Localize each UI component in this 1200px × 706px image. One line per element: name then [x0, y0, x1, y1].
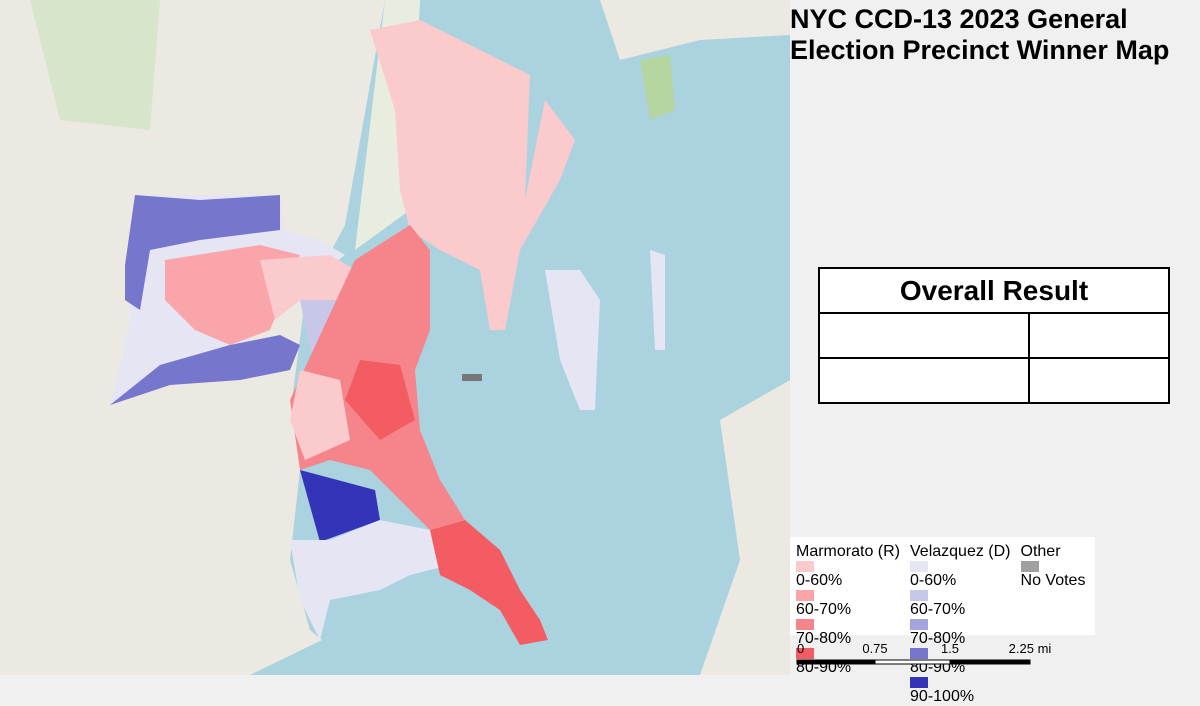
legend-item: 60-70%: [910, 590, 1011, 619]
legend-title: Velazquez (D): [910, 543, 1011, 560]
percent: [1028, 357, 1170, 404]
scale-label: 0: [797, 641, 804, 656]
candidate: [818, 357, 1030, 404]
candidate: [818, 312, 1030, 359]
legend-label: 60-70%: [910, 601, 966, 618]
legend-title: Other: [1020, 543, 1061, 560]
legend-title: Marmorato (R): [796, 543, 901, 560]
legend: Marmorato (R) 0-60% 60-70% 70-80% 80-90% Vela…: [790, 537, 1095, 705]
legend-swatch: [1020, 561, 1039, 572]
legend-swatch: [796, 648, 814, 659]
legend-column: Velazquez (D) 0-60% 60-70% 70-80% 80-90% 90-1…: [910, 543, 1011, 705]
legend-label: 0-60%: [910, 572, 957, 589]
result-row: [818, 312, 1170, 359]
legend-swatch: [796, 619, 814, 630]
scale-segment: [874, 659, 951, 665]
legend-column: Marmorato (R) 0-60% 60-70% 70-80% 80-90%: [796, 543, 901, 676]
legend-item: 0-60%: [910, 561, 1011, 590]
legend-swatch: [910, 677, 929, 688]
legend-swatch: [910, 619, 929, 630]
percent: [1028, 312, 1170, 359]
legend-swatch: [796, 561, 814, 572]
legend-label: No Votes: [1020, 572, 1086, 589]
result-table: Overall Result: [818, 267, 1170, 404]
legend-swatch: [910, 648, 929, 659]
legend-item: 90-100%: [910, 677, 1011, 706]
legend-item: 0-60%: [796, 561, 900, 590]
scale-label: 1.5: [941, 641, 959, 656]
scale-label: 0.75: [862, 641, 887, 656]
scale-segment: [796, 659, 876, 665]
legend-label: 0-60%: [796, 572, 843, 589]
map: [0, 0, 790, 675]
scale-label: 2.25 mi: [1009, 641, 1052, 656]
legend-label: 70-80%: [796, 630, 852, 647]
legend-item: No Votes: [1020, 561, 1086, 590]
scale-bar: 0 0.75 1.5 2.25 mi: [796, 641, 1052, 665]
legend-swatch: [910, 590, 929, 601]
legend-swatch: [796, 590, 814, 601]
legend-label: 60-70%: [796, 601, 852, 618]
result-row: [818, 357, 1170, 404]
legend-item: 70-80%: [910, 619, 1011, 648]
page: NYC CCD-13 2023 General Election Precinc…: [0, 0, 1170, 705]
legend-label: 70-80%: [910, 630, 966, 647]
legend-item: 70-80%: [796, 619, 900, 648]
scale-segment: [949, 659, 1031, 665]
legend-label: 90-100%: [910, 688, 975, 705]
legend-item: 60-70%: [796, 590, 900, 619]
title: NYC CCD-13 2023 General Election Precinc…: [790, 4, 1170, 65]
legend-column: Other No Votes: [1020, 543, 1086, 629]
legend-swatch: [910, 561, 929, 572]
table-header: Overall Result: [818, 267, 1170, 314]
